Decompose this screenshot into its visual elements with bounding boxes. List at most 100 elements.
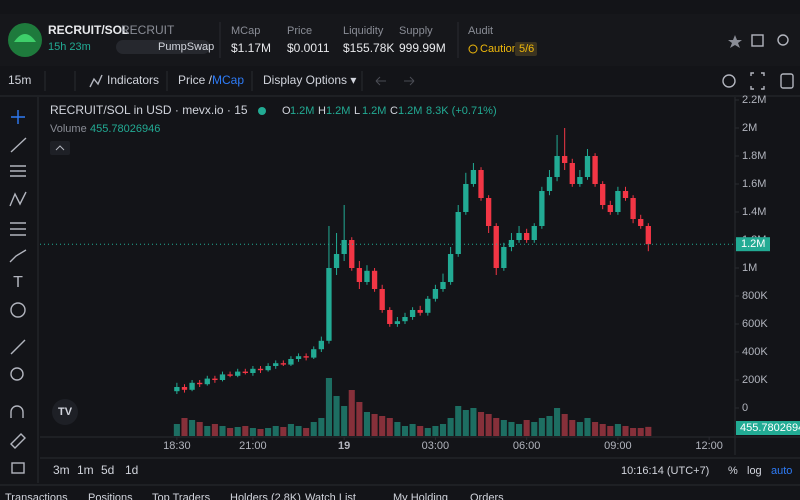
volume-bar	[439, 424, 447, 436]
volume-bar	[645, 426, 652, 436]
volume-tag	[736, 421, 800, 435]
percent-toggle[interactable]: %	[728, 465, 738, 477]
candle-body	[197, 382, 203, 385]
candle-body	[387, 310, 393, 324]
range-button[interactable]: 3m	[53, 463, 70, 477]
tab[interactable]: Orders	[470, 492, 504, 500]
interval[interactable]: 15m	[8, 73, 31, 87]
display-options[interactable]: Display Options ▾	[263, 73, 356, 87]
pattern-tool[interactable]	[9, 191, 27, 207]
candle-body	[607, 205, 613, 212]
pair: RECRUIT/SOL	[48, 23, 129, 37]
brush-tool[interactable]	[9, 249, 27, 263]
projection-tool[interactable]	[10, 222, 26, 236]
tab[interactable]: Watch List	[305, 492, 356, 500]
candle-body	[326, 268, 332, 341]
volume-bar	[630, 428, 637, 436]
candle-body	[364, 270, 370, 282]
indicators[interactable]: Indicators	[107, 73, 159, 87]
audit-label[interactable]: Audit	[468, 25, 493, 37]
dex-badge[interactable]	[116, 40, 210, 54]
volume-bar	[607, 426, 614, 436]
candle-body	[508, 240, 515, 247]
zoom-tool[interactable]	[10, 367, 24, 381]
volume-bar	[227, 428, 234, 436]
price-toggle[interactable]: Price /	[178, 73, 213, 87]
crosshair-tool[interactable]	[11, 110, 25, 124]
volume-bar	[516, 424, 523, 436]
audit-status[interactable]: Caution	[480, 43, 518, 55]
settings-icon[interactable]	[722, 74, 736, 88]
candle-body	[622, 191, 629, 198]
pencil-tool[interactable]	[10, 433, 26, 449]
x-tick-label: 19	[338, 440, 350, 452]
fib-tool[interactable]	[10, 165, 26, 177]
candle-body	[577, 177, 583, 184]
ohlc-key: L	[354, 105, 360, 117]
volume-bar	[462, 410, 469, 436]
candle-body	[311, 349, 317, 358]
undo-icon[interactable]	[375, 76, 386, 86]
text-tool[interactable]: T	[13, 274, 23, 291]
volume-bar	[181, 418, 188, 436]
redo-icon[interactable]	[404, 76, 415, 86]
range-button[interactable]: 5d	[101, 463, 114, 477]
y-tick-label: 600K	[742, 318, 768, 330]
volume-bar	[363, 412, 371, 436]
volume-bar	[546, 416, 553, 436]
candle-body	[265, 366, 271, 371]
candle-body	[288, 359, 294, 365]
volume-bar	[622, 426, 629, 436]
log-toggle[interactable]: log	[747, 465, 762, 477]
lock-tool[interactable]	[11, 462, 25, 474]
volume-bar	[386, 418, 393, 436]
candle-body	[181, 387, 188, 390]
fullscreen-icon[interactable]	[750, 72, 765, 90]
tab[interactable]: Top Traders	[152, 492, 211, 500]
candle-body	[356, 268, 363, 282]
candle-body	[333, 254, 340, 268]
range-button[interactable]: 1m	[77, 463, 94, 477]
tab[interactable]: Holders (2.8K)	[230, 492, 301, 500]
audit-score: 5/6	[519, 43, 534, 55]
volume-bar	[599, 424, 606, 436]
link-icon[interactable]	[777, 34, 789, 46]
volume-bar	[341, 406, 348, 436]
candle-body	[562, 156, 568, 163]
ohlc-key: H	[318, 105, 326, 117]
y-tick-label: 1.4M	[742, 206, 766, 218]
volume-bar	[561, 414, 568, 436]
indicators-icon	[89, 74, 103, 88]
share-icon[interactable]	[751, 34, 764, 47]
volume-bar	[584, 418, 591, 436]
candle-body	[402, 317, 408, 322]
volume-bar	[523, 420, 530, 436]
volume-bar	[348, 390, 355, 436]
range-button[interactable]: 1d	[125, 463, 138, 477]
line-tool[interactable]	[10, 137, 27, 153]
candle-body	[204, 378, 210, 385]
volume-bar	[242, 426, 249, 436]
tab[interactable]: Positions	[88, 492, 133, 500]
auto-toggle[interactable]: auto	[771, 465, 792, 477]
volume-bar	[417, 426, 424, 436]
camera-icon[interactable]	[780, 73, 794, 89]
candle-body	[189, 382, 195, 390]
y-tick-label: 800K	[742, 290, 768, 302]
emoji-tool[interactable]	[10, 302, 26, 318]
candle-body	[227, 374, 233, 376]
mcap-toggle[interactable]: MCap	[212, 73, 244, 87]
volume-bar	[424, 428, 431, 436]
ruler-tool[interactable]	[10, 339, 26, 355]
candle-body	[638, 219, 644, 226]
volume-bar	[295, 426, 302, 436]
magnet-tool[interactable]	[10, 405, 24, 418]
candle-body	[546, 177, 553, 191]
tab[interactable]: Transactions	[5, 492, 68, 500]
dex[interactable]: PumpSwap	[158, 41, 214, 53]
candle-body	[318, 340, 325, 350]
collapse-button[interactable]	[50, 141, 70, 155]
candle-body	[250, 368, 256, 373]
tab[interactable]: My Holding	[393, 492, 448, 500]
star-icon[interactable]	[728, 35, 742, 48]
